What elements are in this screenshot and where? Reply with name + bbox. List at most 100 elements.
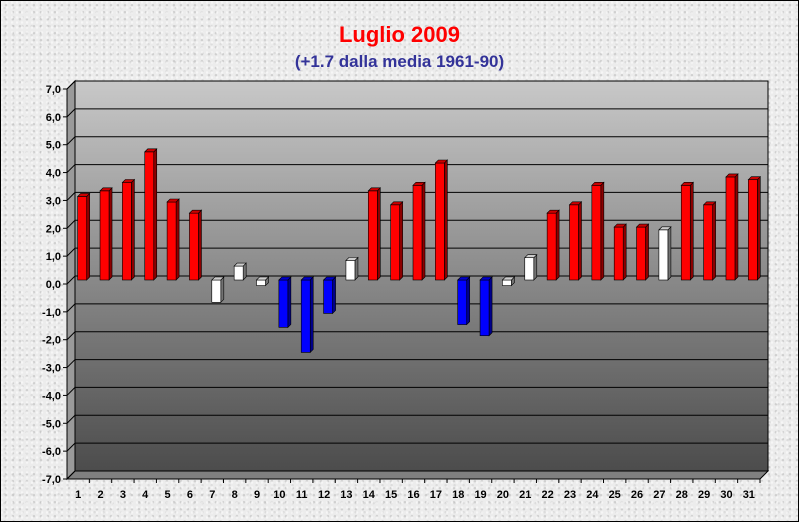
bar-day-28 — [680, 181, 694, 281]
bar-side — [555, 209, 560, 281]
bar — [636, 226, 646, 281]
x-tick-label: 9 — [254, 489, 260, 501]
y-tick-label: 7,0 — [46, 84, 61, 96]
chart-subtitle: (+1.7 dalla media 1961-90) — [294, 52, 505, 71]
bar-side — [757, 175, 761, 281]
gridline — [66, 136, 768, 146]
bar-top — [389, 201, 404, 206]
bar-top — [456, 276, 471, 281]
bar — [77, 196, 87, 281]
x-tick-label: 28 — [676, 489, 688, 501]
bar-day-27 — [658, 226, 672, 281]
gridline — [66, 303, 768, 313]
bar — [569, 204, 579, 281]
bar-day-8 — [233, 262, 247, 281]
x-tick-label: 5 — [165, 489, 171, 501]
bar — [680, 184, 691, 281]
y-tick-label: 1,0 — [46, 251, 61, 263]
y-tick-label: -6,0 — [42, 446, 61, 458]
bar-day-9 — [255, 276, 270, 287]
x-tick-label: 11 — [296, 489, 308, 501]
x-tick-label: 12 — [318, 489, 330, 501]
bar-side — [578, 201, 582, 281]
x-tick-label: 27 — [653, 489, 665, 501]
bar — [479, 279, 490, 337]
bar-top — [568, 201, 583, 206]
bar — [345, 260, 356, 281]
bar-side — [622, 223, 627, 281]
bar-top — [99, 187, 113, 192]
gridline — [66, 359, 768, 368]
bar — [256, 279, 266, 286]
bar-top — [501, 276, 516, 281]
bar-day-18 — [456, 276, 471, 326]
bar-day-4 — [144, 148, 158, 281]
x-tick-label: 7 — [209, 489, 215, 501]
bar-day-2 — [99, 187, 113, 281]
bar — [166, 201, 177, 281]
x-tick-label: 29 — [698, 489, 710, 501]
bar — [435, 162, 445, 281]
bar — [390, 204, 400, 281]
x-tick-label: 23 — [564, 489, 576, 501]
bar — [502, 279, 512, 286]
bar — [546, 212, 557, 281]
bar — [703, 204, 713, 281]
gridline — [66, 164, 768, 173]
bar-side — [600, 181, 605, 281]
bar-top — [300, 276, 314, 281]
bar-side — [287, 276, 292, 329]
bar-side — [712, 201, 716, 281]
bar-top — [255, 276, 270, 281]
bar — [658, 229, 669, 281]
bar-day-23 — [568, 201, 583, 281]
bar-day-30 — [725, 173, 739, 281]
bar-top — [76, 193, 91, 197]
bar-top — [322, 276, 337, 281]
bar-side — [488, 276, 493, 337]
bar-side — [175, 198, 180, 281]
bar-top — [144, 148, 158, 153]
bar-day-10 — [278, 276, 292, 329]
bar-top — [613, 223, 627, 228]
x-tick-label: 24 — [586, 489, 599, 501]
x-tick-label: 2 — [97, 489, 103, 501]
bar — [99, 190, 110, 281]
bar-side — [533, 253, 538, 281]
bar-day-26 — [635, 223, 650, 281]
gridline — [66, 191, 768, 201]
bar-side — [332, 276, 336, 315]
bar-side — [689, 181, 694, 281]
y-tick-label: 0,0 — [46, 279, 61, 291]
bar-top — [658, 226, 672, 231]
bar-top — [635, 223, 650, 228]
x-tick-label: 19 — [474, 489, 486, 501]
bar — [278, 279, 289, 328]
bar — [144, 151, 155, 281]
bar-day-20 — [501, 276, 516, 287]
bar-side — [421, 181, 426, 281]
bar-side — [399, 201, 403, 281]
x-tick-label: 4 — [142, 489, 149, 501]
y-tick-label: -3,0 — [42, 363, 61, 375]
bar-side — [309, 276, 314, 354]
bar-side — [444, 159, 448, 281]
bar-top — [233, 262, 247, 267]
bar-day-21 — [524, 253, 538, 281]
x-tick-label: 31 — [743, 489, 755, 501]
bar — [591, 184, 602, 281]
bar-top — [702, 201, 717, 206]
bar-side — [354, 256, 359, 281]
bar-day-7 — [211, 276, 225, 304]
x-tick-label: 22 — [542, 489, 554, 501]
bar — [323, 279, 333, 314]
x-tick-label: 10 — [273, 489, 285, 501]
gridline — [66, 470, 768, 480]
bar-day-16 — [412, 181, 426, 281]
y-tick-label: 4,0 — [46, 168, 61, 180]
x-tick-label: 15 — [385, 489, 397, 501]
y-tick-label: 3,0 — [46, 195, 61, 207]
bar-day-15 — [389, 201, 404, 281]
gridline — [66, 219, 768, 229]
